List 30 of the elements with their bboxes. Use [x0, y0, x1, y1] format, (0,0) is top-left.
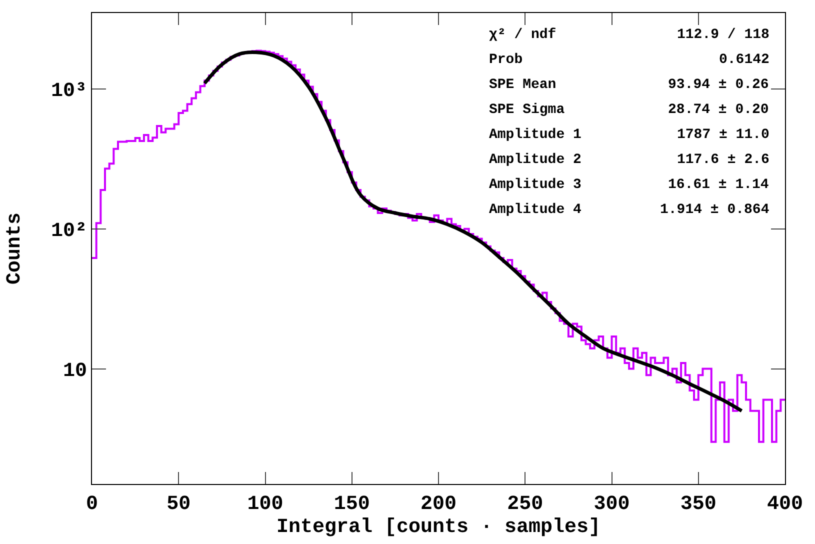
x-tick-label: 250 — [507, 493, 544, 516]
annotation: 1787 ± 11.0 — [677, 127, 770, 143]
annotation: 0.6142 — [719, 52, 770, 68]
x-axis-title: Integral [counts · samples] — [276, 516, 601, 539]
annotation: Amplitude 1 — [489, 127, 582, 143]
y-tick-label: 10² — [50, 220, 87, 243]
annotation: Prob — [489, 52, 523, 68]
y-axis-title: Counts — [3, 212, 26, 285]
x-tick-label: 400 — [766, 493, 804, 516]
annotation: SPE Mean — [489, 77, 556, 93]
annotation: 1.914 ± 0.864 — [660, 202, 770, 218]
y-tick-label: 10 — [62, 360, 87, 383]
x-tick-label: 0 — [86, 493, 98, 516]
annotation: 16.61 ± 1.14 — [668, 177, 769, 193]
annotation: 117.6 ± 2.6 — [677, 152, 770, 168]
x-tick-label: 100 — [247, 493, 284, 516]
annotation: 93.94 ± 0.26 — [668, 77, 769, 93]
x-tick-label: 350 — [680, 493, 716, 516]
annotation: Amplitude 3 — [489, 177, 582, 193]
y-tick-label: 10³ — [50, 80, 87, 104]
x-tick-label: 50 — [166, 493, 191, 516]
annotation: 28.74 ± 0.20 — [668, 102, 769, 118]
x-tick-label: 150 — [334, 493, 370, 516]
annotation: Amplitude 4 — [489, 202, 582, 218]
x-tick-label: 200 — [420, 493, 457, 516]
annotation: 112.9 / 118 — [677, 27, 770, 43]
annotation: SPE Sigma — [489, 102, 566, 118]
annotation: Amplitude 2 — [489, 152, 582, 168]
annotation: χ² / ndf — [489, 27, 556, 43]
x-tick-label: 300 — [594, 493, 630, 516]
